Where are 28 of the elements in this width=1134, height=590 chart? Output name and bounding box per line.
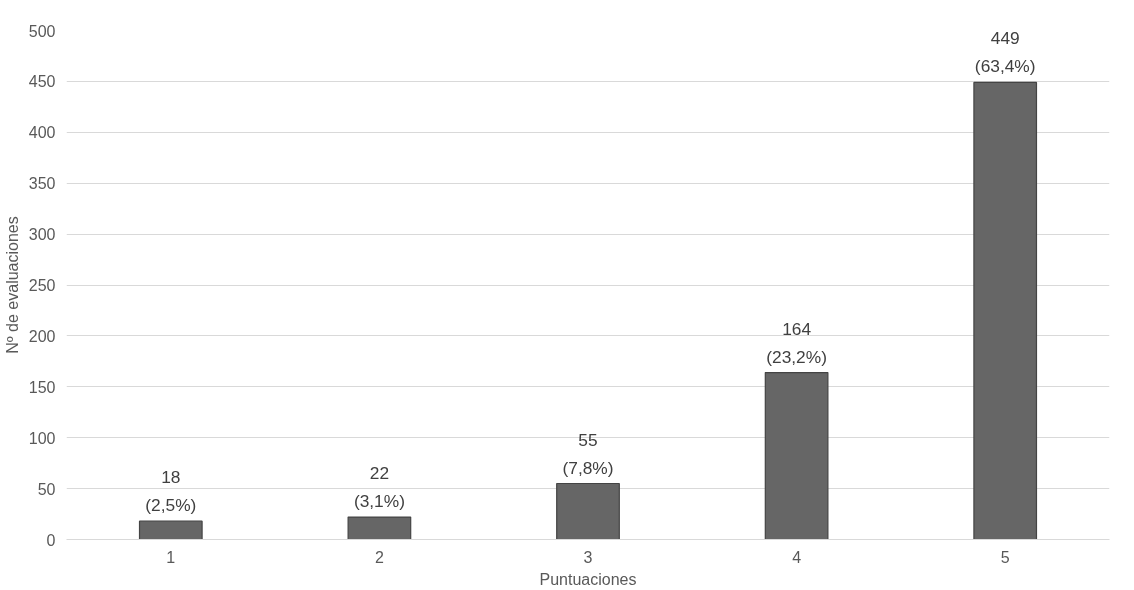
y-tick-label: 250 [28,277,56,294]
data-label: 449 (63,4%) [974,28,1036,77]
y-tick-label: 150 [28,378,56,396]
y-tick-label: 100 [28,429,56,447]
bar [973,81,1038,540]
y-tick-label: 350 [28,175,56,193]
data-label: 55 (7,8%) [562,429,614,478]
y-tick-label: 450 [28,73,56,91]
y-tick-label: 300 [28,226,56,244]
y-tick-label: 400 [28,124,56,142]
data-label: 164 (23,2%) [766,318,827,367]
x-tick-label: 5 [1000,548,1010,566]
x-tick-label: 1 [166,548,176,566]
bar [347,516,412,540]
data-label: 18 (2,5%) [145,467,197,516]
x-tick-label: 2 [374,548,384,566]
y-tick-label: 0 [46,531,56,549]
bar [556,482,620,540]
bar [764,371,829,540]
x-axis-title: Puntuaciones [539,570,637,588]
data-label: 22 (3,1%) [353,463,405,512]
bar [138,520,203,540]
y-axis-title: Nº de evaluaciones [3,216,21,354]
y-tick-label: 500 [28,22,56,40]
x-tick-label: 4 [792,548,802,566]
y-tick-label: 50 [37,480,56,498]
x-tick-label: 3 [583,548,593,566]
y-tick-label: 200 [28,327,56,345]
